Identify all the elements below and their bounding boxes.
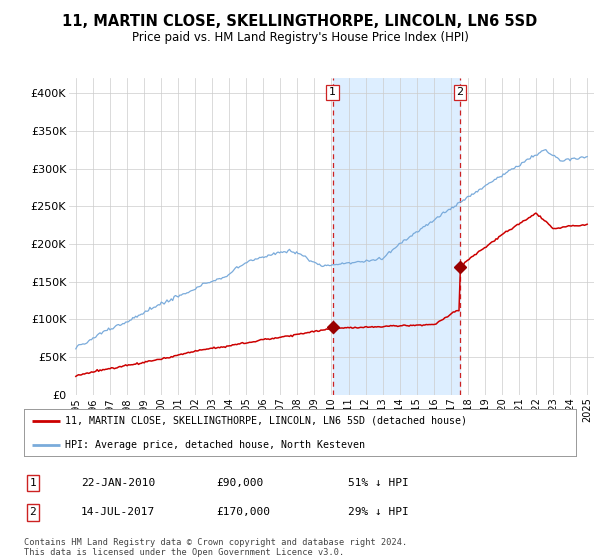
Text: Price paid vs. HM Land Registry's House Price Index (HPI): Price paid vs. HM Land Registry's House … — [131, 31, 469, 44]
Text: Contains HM Land Registry data © Crown copyright and database right 2024.
This d: Contains HM Land Registry data © Crown c… — [24, 538, 407, 557]
Text: 1: 1 — [29, 478, 37, 488]
Text: 2: 2 — [29, 507, 37, 517]
Text: 29% ↓ HPI: 29% ↓ HPI — [348, 507, 409, 517]
Text: 1: 1 — [329, 87, 336, 97]
Text: 22-JAN-2010: 22-JAN-2010 — [81, 478, 155, 488]
Text: 14-JUL-2017: 14-JUL-2017 — [81, 507, 155, 517]
Bar — [332, 78, 460, 395]
Text: 11, MARTIN CLOSE, SKELLINGTHORPE, LINCOLN, LN6 5SD: 11, MARTIN CLOSE, SKELLINGTHORPE, LINCOL… — [62, 14, 538, 29]
Text: £90,000: £90,000 — [216, 478, 263, 488]
Text: 11, MARTIN CLOSE, SKELLINGTHORPE, LINCOLN, LN6 5SD (detached house): 11, MARTIN CLOSE, SKELLINGTHORPE, LINCOL… — [65, 416, 467, 426]
Text: 2: 2 — [457, 87, 464, 97]
Text: 51% ↓ HPI: 51% ↓ HPI — [348, 478, 409, 488]
Text: £170,000: £170,000 — [216, 507, 270, 517]
Text: HPI: Average price, detached house, North Kesteven: HPI: Average price, detached house, Nort… — [65, 440, 365, 450]
